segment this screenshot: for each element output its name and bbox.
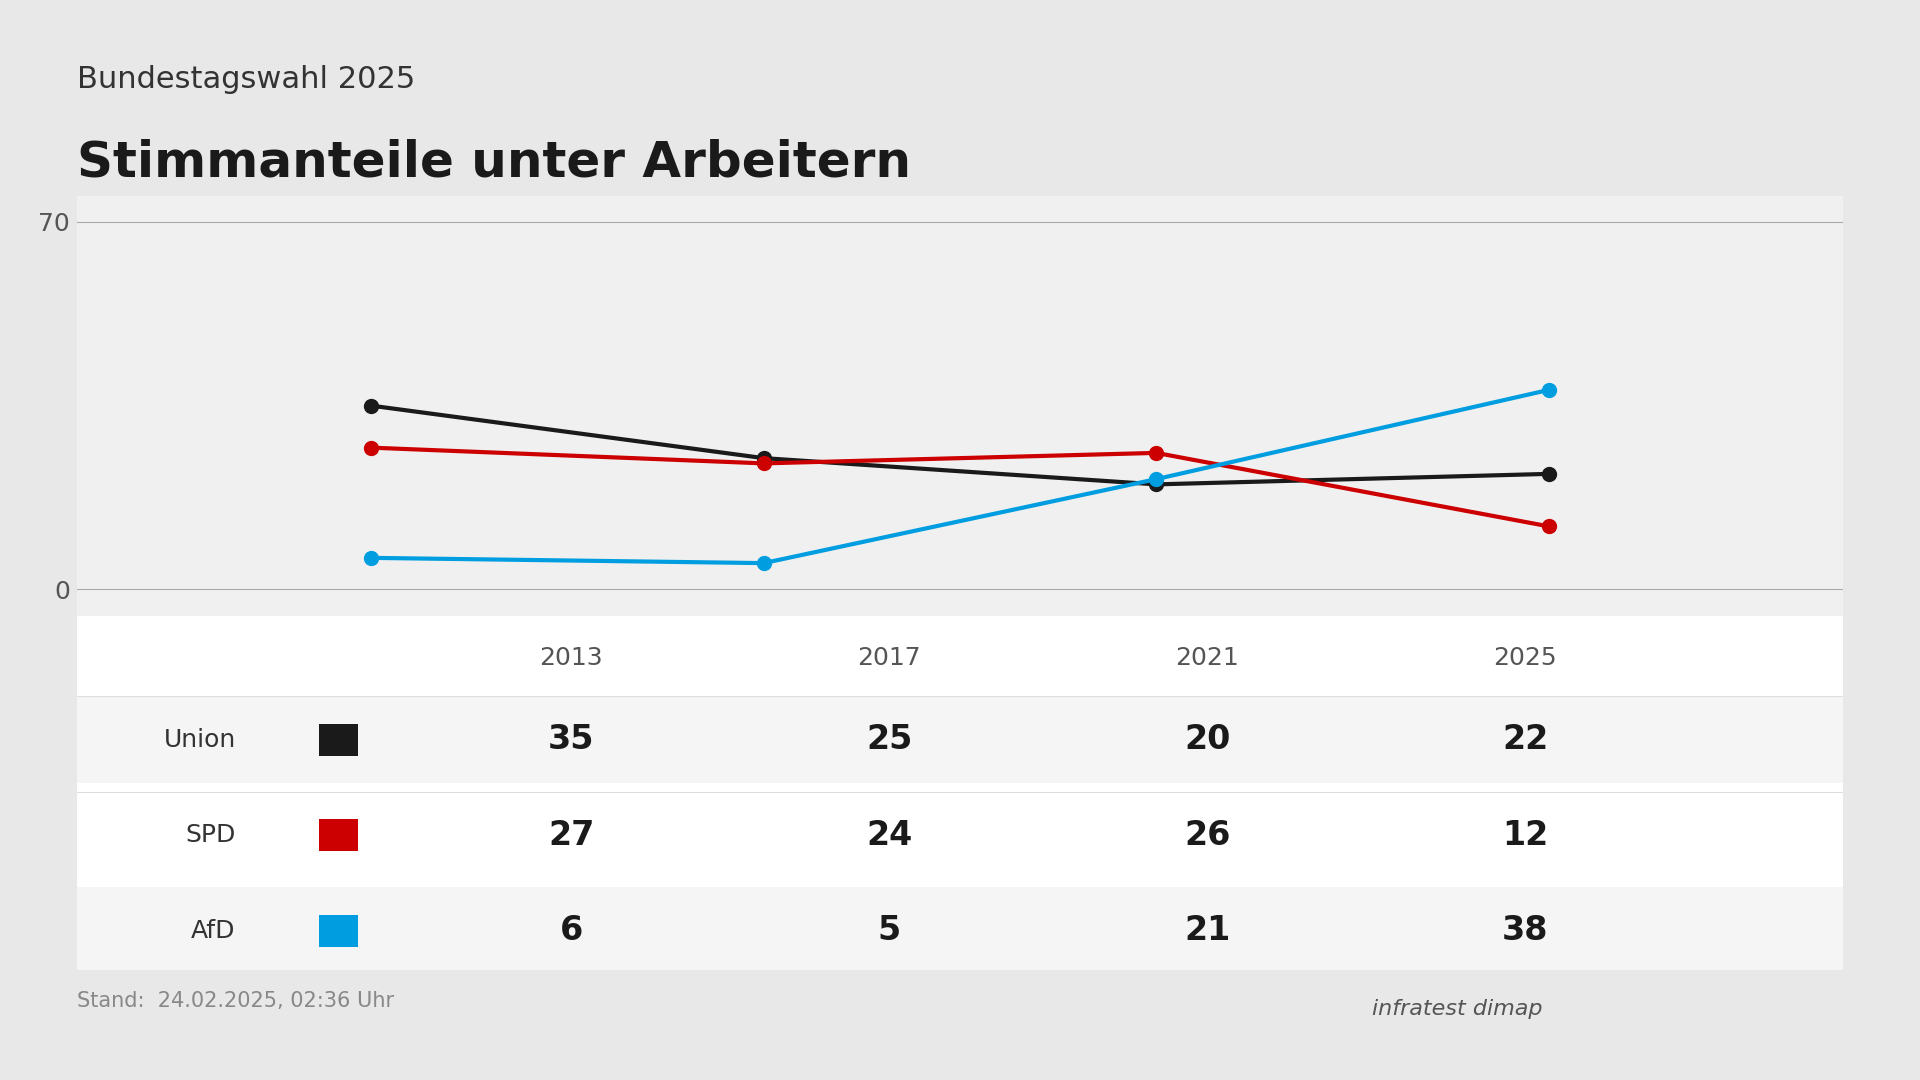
Text: 26: 26 [1185,819,1231,852]
FancyBboxPatch shape [319,915,357,947]
Text: Stand:  24.02.2025, 02:36 Uhr: Stand: 24.02.2025, 02:36 Uhr [77,991,394,1011]
Text: 2013: 2013 [540,646,603,670]
Text: infratest dimap: infratest dimap [1373,999,1544,1018]
Text: 22: 22 [1501,724,1548,756]
Text: 5: 5 [877,915,900,947]
Text: 20: 20 [1185,724,1231,756]
Text: Bundestagswahl 2025: Bundestagswahl 2025 [77,65,415,94]
Text: 21: 21 [1185,915,1231,947]
Text: 38: 38 [1501,915,1549,947]
Text: 6: 6 [561,915,584,947]
Text: 12: 12 [1501,819,1548,852]
Text: Union: Union [163,728,236,752]
Text: 2017: 2017 [858,646,922,670]
FancyBboxPatch shape [319,724,357,756]
FancyBboxPatch shape [77,616,1843,970]
Text: 2025: 2025 [1494,646,1557,670]
FancyBboxPatch shape [319,820,357,851]
Text: SPD: SPD [186,823,236,847]
Text: 25: 25 [866,724,912,756]
Text: Stimmanteile unter Arbeitern: Stimmanteile unter Arbeitern [77,138,910,187]
Text: 27: 27 [549,819,595,852]
Text: AfD: AfD [192,919,236,943]
Text: 2021: 2021 [1175,646,1238,670]
Text: 24: 24 [866,819,912,852]
FancyBboxPatch shape [77,697,1843,783]
FancyBboxPatch shape [77,792,1843,879]
Text: 35: 35 [547,724,595,756]
FancyBboxPatch shape [77,888,1843,974]
